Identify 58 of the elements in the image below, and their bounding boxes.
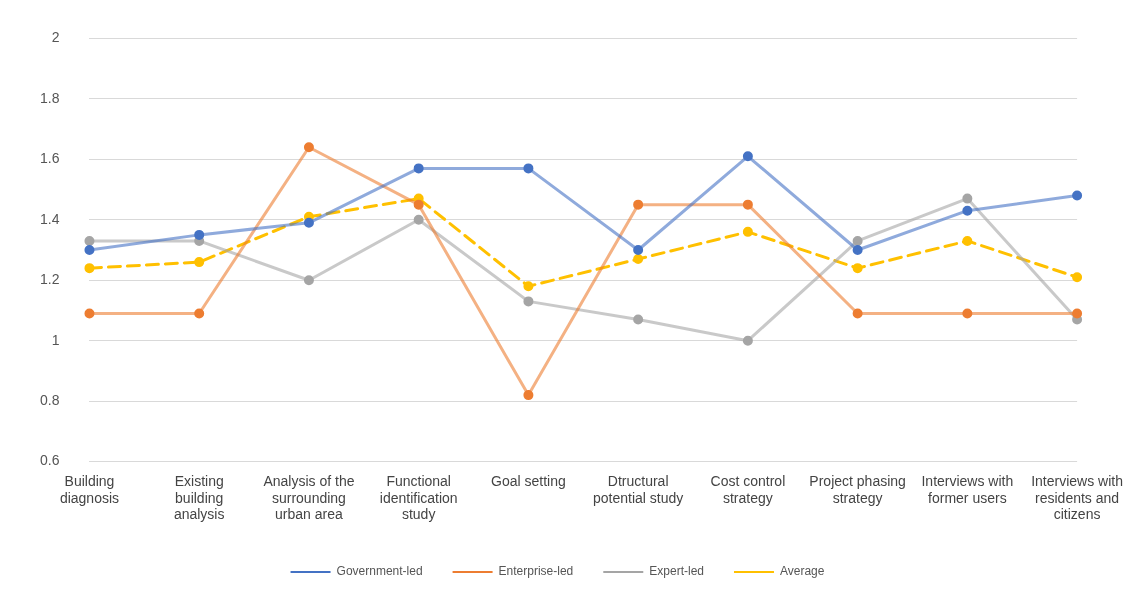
x-tick-label: Existing building analysis bbox=[173, 472, 225, 523]
point bbox=[633, 245, 644, 255]
point bbox=[523, 296, 534, 307]
point bbox=[303, 275, 314, 286]
x-tick-label: Dtructural potential study bbox=[593, 472, 684, 506]
y-tick-label: 1.2 bbox=[39, 271, 60, 288]
x-tick-label: Goal setting bbox=[491, 472, 566, 489]
point bbox=[962, 205, 973, 216]
point bbox=[742, 151, 753, 162]
y-tick-label: 0.8 bbox=[39, 392, 60, 408]
point bbox=[84, 235, 95, 246]
point bbox=[413, 199, 424, 210]
point bbox=[742, 199, 753, 210]
point bbox=[852, 308, 863, 319]
y-tick-label: 0.6 bbox=[39, 452, 60, 469]
point bbox=[84, 245, 95, 255]
point bbox=[742, 335, 753, 346]
point bbox=[523, 281, 534, 292]
point bbox=[194, 229, 205, 240]
y-tick-label: 1.4 bbox=[39, 210, 60, 227]
legend-label: Average bbox=[779, 564, 825, 579]
y-tick-label: 1.8 bbox=[39, 89, 60, 106]
point bbox=[633, 254, 644, 265]
point bbox=[962, 308, 973, 319]
point bbox=[962, 235, 973, 246]
x-tick-label: Functional identification study bbox=[379, 472, 458, 523]
point bbox=[633, 199, 644, 210]
y-tick-label: 2 bbox=[51, 29, 60, 46]
point bbox=[413, 214, 424, 225]
legend-label: Enterprise-led bbox=[498, 564, 574, 579]
x-tick-label: Analysis of the surrounding urban area bbox=[263, 472, 355, 523]
point bbox=[1072, 272, 1083, 283]
point bbox=[194, 308, 205, 319]
point bbox=[523, 163, 534, 174]
y-tick-label: 1 bbox=[51, 331, 60, 348]
point bbox=[413, 163, 424, 174]
x-tick-label: Cost control strategy bbox=[710, 472, 786, 506]
point bbox=[852, 235, 863, 246]
point bbox=[303, 142, 314, 153]
point bbox=[84, 308, 95, 319]
point bbox=[1072, 190, 1083, 201]
legend-label: Government-led bbox=[336, 564, 423, 579]
point bbox=[523, 390, 534, 401]
x-tick-label: Building diagnosis bbox=[59, 472, 120, 506]
point bbox=[1072, 308, 1083, 319]
x-tick-label: Interviews with residents and citizens bbox=[1031, 472, 1123, 523]
point bbox=[742, 226, 753, 237]
x-tick-label: Interviews with former users bbox=[921, 472, 1014, 506]
point bbox=[194, 257, 205, 268]
point bbox=[852, 245, 863, 255]
point bbox=[633, 314, 644, 325]
point bbox=[84, 263, 95, 274]
y-tick-label: 1.6 bbox=[39, 150, 60, 167]
point bbox=[852, 263, 863, 274]
point bbox=[303, 217, 314, 228]
point bbox=[962, 193, 973, 204]
x-tick-label: Project phasing strategy bbox=[809, 472, 906, 506]
legend-label: Expert-led bbox=[649, 564, 704, 579]
